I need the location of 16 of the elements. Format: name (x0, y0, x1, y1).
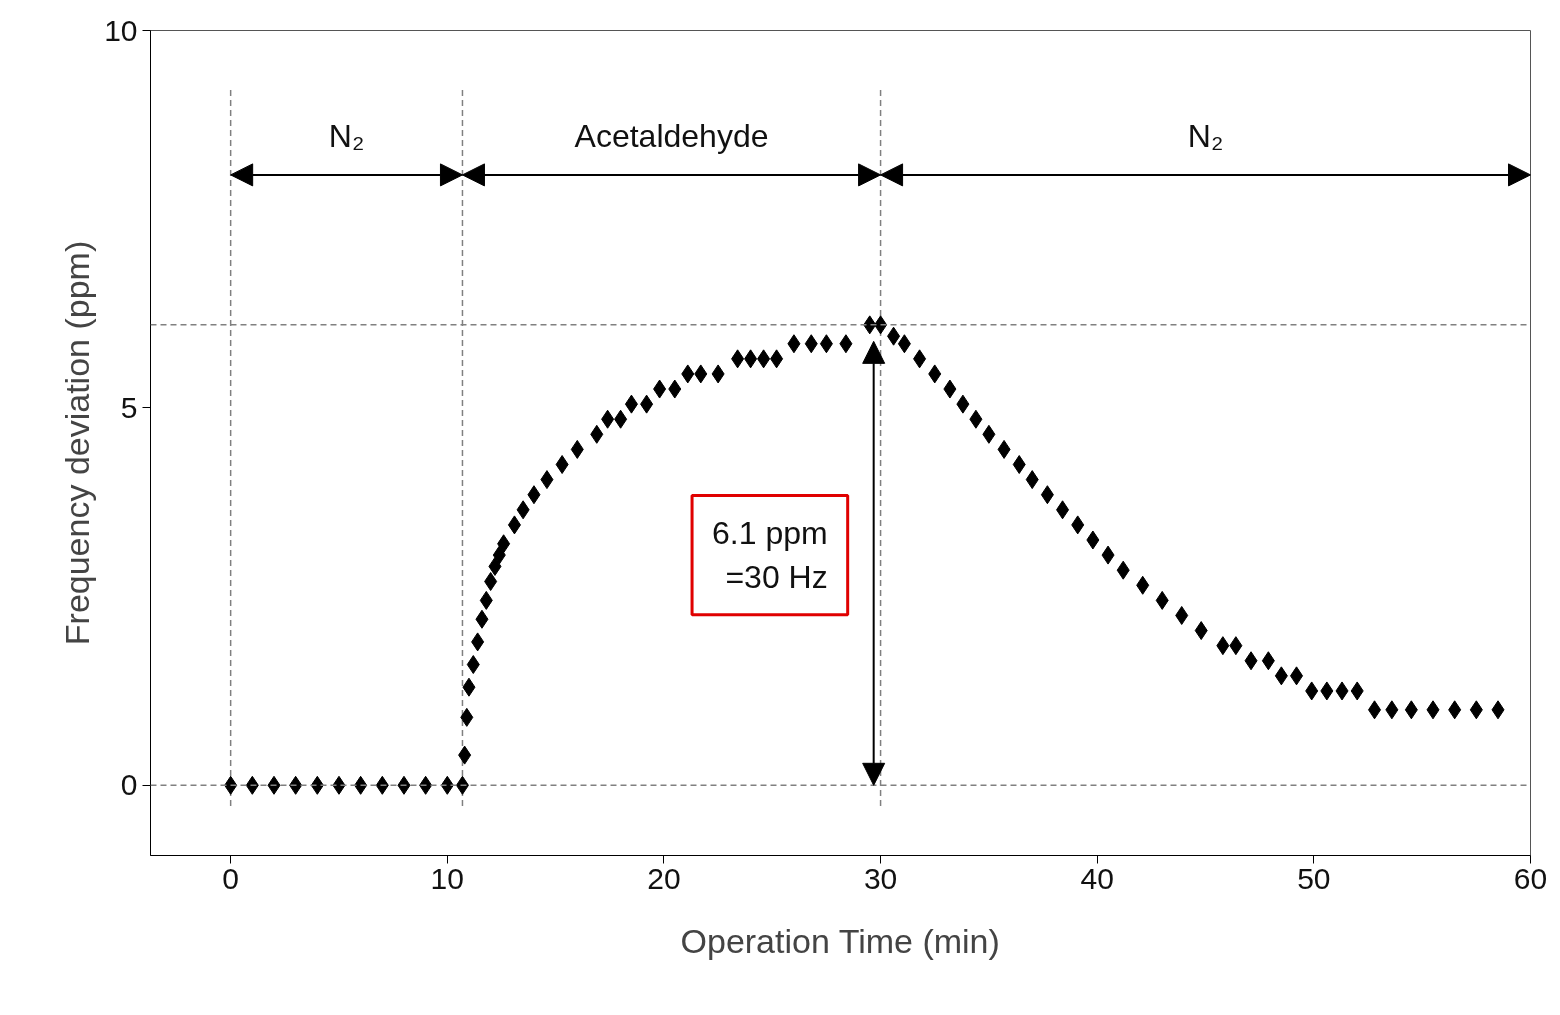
y-tick-label: 5 (120, 390, 138, 424)
annotation: N₂ (1187, 118, 1224, 155)
y-tick-label: 0 (120, 768, 138, 802)
x-tick-label: 0 (222, 861, 239, 895)
annotation: Acetaldehyde (574, 118, 769, 155)
annotation: 6.1 ppm =30 Hz (712, 515, 828, 595)
x-tick-label: 50 (1297, 861, 1331, 895)
y-axis-title: Frequency deviation (ppm) (58, 240, 97, 646)
x-axis-title: Operation Time (min) (680, 921, 1000, 960)
x-tick-label: 30 (863, 861, 898, 895)
annotation: N₂ (328, 118, 365, 155)
x-tick-label: 20 (647, 861, 681, 895)
x-tick-label: 10 (430, 861, 464, 895)
y-tick-label: 10 (104, 13, 138, 47)
x-tick-label: 40 (1080, 861, 1114, 895)
x-tick-label: 60 (1513, 861, 1548, 895)
